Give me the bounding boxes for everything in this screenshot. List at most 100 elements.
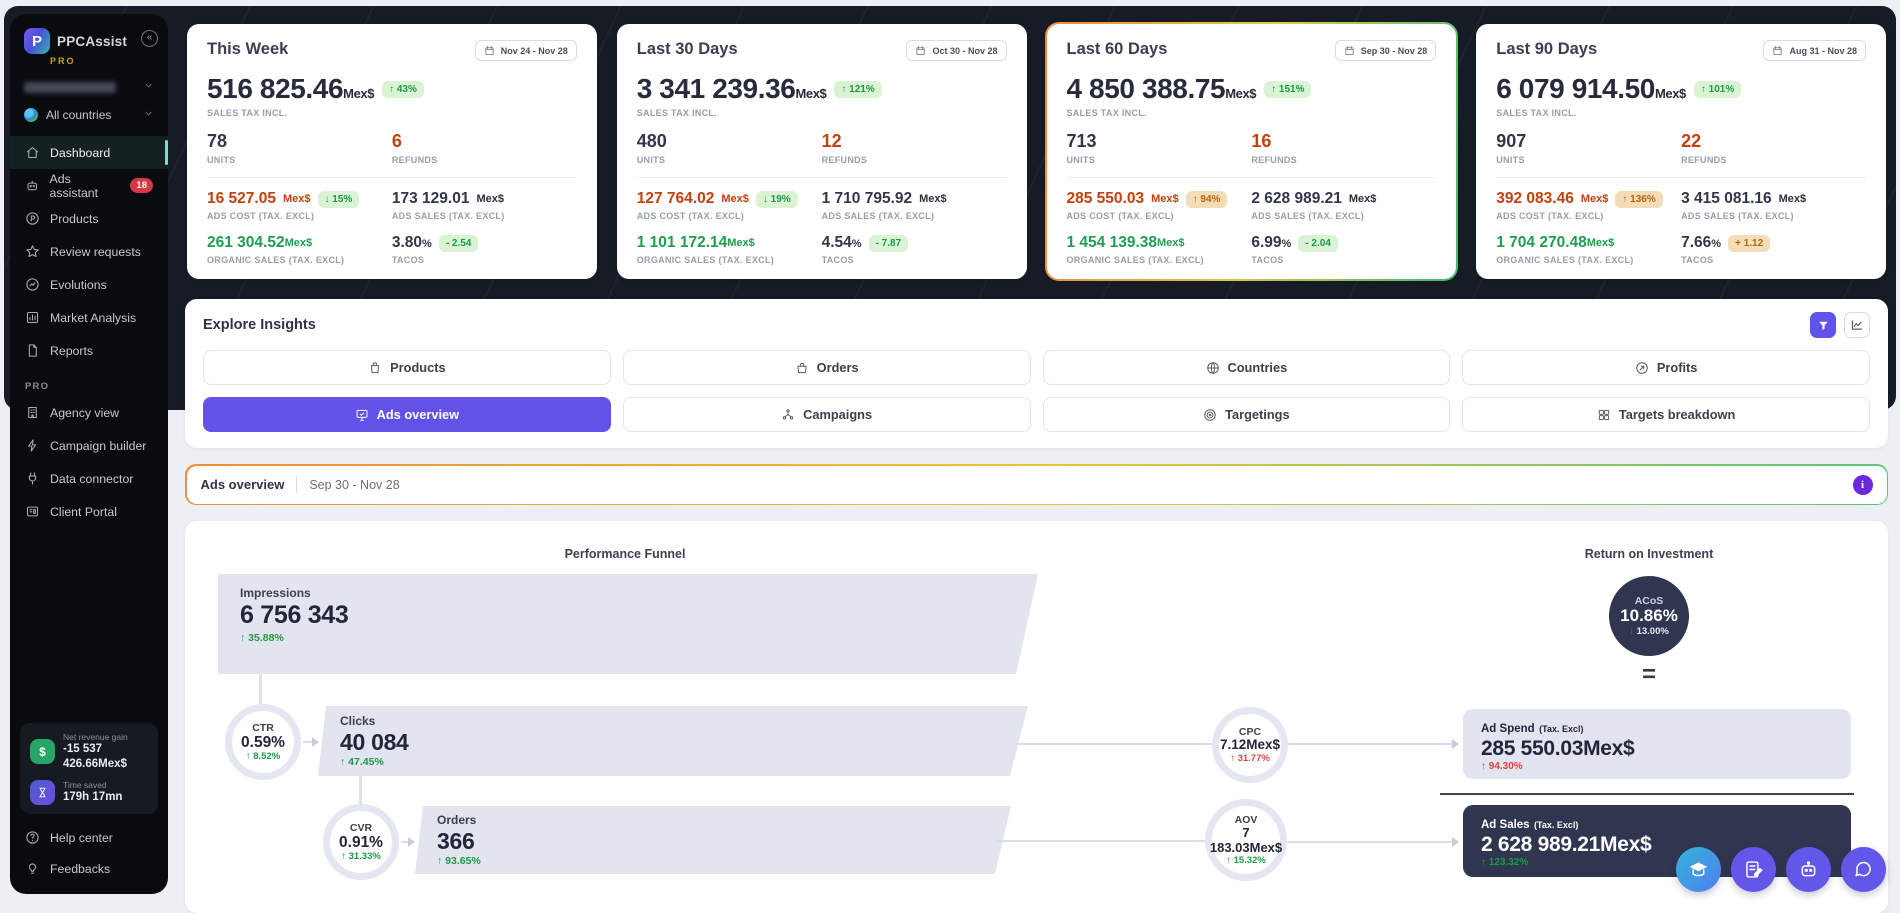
date-range-chip[interactable]: Aug 31 - Nov 28 [1763, 40, 1866, 61]
chat-button[interactable] [1841, 847, 1886, 892]
stat-label: Time saved [63, 780, 107, 791]
sidebar-item-data-connector[interactable]: Data connector [10, 462, 168, 495]
globe-icon [24, 108, 38, 122]
line-chart-icon [1851, 320, 1863, 330]
brand-name: PPCAssist [57, 33, 128, 49]
calendar-icon [1345, 45, 1354, 56]
date-range-chip[interactable]: Nov 24 - Nov 28 [474, 40, 577, 61]
orders-change: ↑ 93.65% [437, 855, 481, 867]
sidebar-item-client-portal[interactable]: Client Portal [10, 495, 168, 528]
summary-card-this-week[interactable]: This Week Nov 24 - Nov 28 516 825.46Mex$… [185, 22, 599, 281]
sidebar-item-reports[interactable]: Reports [10, 334, 168, 367]
organic-sales-label: ORGANIC SALES (TAX. EXCL) [636, 255, 775, 265]
sidebar-item-ads-assistant[interactable]: Ads assistant 18 [10, 169, 168, 202]
units-value: 480 [636, 131, 667, 151]
sidebar-item-feedbacks[interactable]: Feedbacks [10, 853, 168, 884]
calendar-icon [916, 45, 926, 56]
tacos-label: TACOS [1251, 255, 1284, 265]
connector-line [359, 776, 362, 804]
connector-line [997, 840, 1205, 842]
brand-logo-icon: P [24, 28, 50, 54]
chart-view-button[interactable] [1844, 312, 1870, 338]
insight-button-countries[interactable]: Countries [1042, 350, 1451, 385]
organic-sales-label: ORGANIC SALES (TAX. EXCL) [207, 255, 345, 265]
cpc-change: ↑ 31.77% [1230, 752, 1270, 764]
tacos-value: 7.66% [1681, 234, 1722, 251]
acos-change: ↓ ↓ 13.00%13.00% [1629, 625, 1669, 637]
cvr-circle: CVR 0.91% ↑ 31.33% [323, 804, 399, 880]
sidebar-item-agency-view[interactable]: Agency view [10, 396, 168, 429]
chevron-down-icon [143, 80, 154, 94]
units-label: UNITS [636, 155, 666, 165]
ad-sales-label: Ad Sales [1481, 819, 1530, 831]
arrow-right-icon [1452, 837, 1459, 847]
dollar-icon: $ [30, 739, 55, 765]
date-range-chip[interactable]: Oct 30 - Nov 28 [906, 40, 1007, 61]
card-title: Last 90 Days [1496, 40, 1598, 58]
date-range-chip[interactable]: Sep 30 - Nov 28 [1334, 40, 1437, 61]
sidebar-item-dashboard[interactable]: Dashboard [10, 136, 168, 169]
assistant-button[interactable] [1786, 847, 1831, 892]
insight-button-label: Products [390, 360, 446, 375]
insight-button-products[interactable]: Products [203, 350, 611, 385]
network-icon [782, 408, 794, 420]
cpc-value: 7.12Mex$ [1219, 737, 1281, 753]
account-selector[interactable] [10, 80, 168, 94]
ads-cost-change-badge: ↑ 136% [1615, 190, 1663, 208]
aov-label: AOV [1234, 814, 1258, 827]
refunds-value: 12 [821, 131, 842, 151]
summary-card-last-90-days[interactable]: Last 90 Days Aug 31 - Nov 28 6 079 914.5… [1474, 22, 1888, 281]
main-content: This Week Nov 24 - Nov 28 516 825.46Mex$… [185, 0, 1888, 913]
calendar-icon [1773, 45, 1783, 56]
summary-card-last-30-days[interactable]: Last 30 Days Oct 30 - Nov 28 3 341 239.3… [615, 22, 1029, 281]
insight-button-targetings[interactable]: Targetings [1042, 397, 1451, 432]
insight-button-campaigns[interactable]: Campaigns [622, 397, 1031, 432]
file-icon [28, 344, 37, 357]
tacos-value: 4.54% [821, 234, 862, 251]
sales-change-badge: ↑ 101% [1693, 80, 1742, 98]
ctr-change: ↑ 8.52% [245, 751, 281, 763]
ads-cost-value: 127 764.02 [636, 190, 715, 207]
sidebar-item-campaign-builder[interactable]: Campaign builder [10, 429, 168, 462]
collapse-sidebar-button[interactable]: « [141, 30, 158, 47]
insight-button-orders[interactable]: Orders [622, 350, 1031, 385]
ads-overview-bar-title: Ads overview [200, 477, 285, 492]
ads-cost-label: ADS COST (TAX. EXCL) [1496, 211, 1604, 221]
summary-card-last-60-days[interactable]: Last 60 Days Sep 30 - Nov 28 4 850 388.7… [1044, 22, 1459, 281]
refunds-label: REFUNDS [821, 155, 868, 165]
insight-button-label: Targets breakdown [1618, 407, 1736, 422]
sidebar-item-products[interactable]: Products [10, 202, 168, 235]
ads-cost-value: 16 527.05 [207, 190, 276, 207]
academy-button[interactable] [1676, 847, 1721, 892]
card-title: Last 60 Days [1066, 40, 1168, 58]
notes-button[interactable] [1731, 847, 1776, 892]
lightning-icon [28, 439, 37, 452]
explore-insights-section: Explore Insights Products Orders [185, 299, 1888, 448]
country-selector[interactable]: All countries [10, 108, 168, 122]
insight-button-label: Targetings [1225, 407, 1290, 422]
cvr-value: 0.91% [339, 833, 383, 851]
sidebar-item-market-analysis[interactable]: Market Analysis [10, 301, 168, 334]
sidebar-item-review-requests[interactable]: Review requests [10, 235, 168, 268]
sidebar: P PPCAssist « PRO All countries Dashboar… [10, 14, 168, 894]
refunds-label: REFUNDS [1251, 155, 1297, 165]
division-line [1440, 793, 1854, 795]
insight-buttons-grid: Products Orders Countries Profits Ads ov… [203, 350, 1870, 432]
filter-button[interactable] [1810, 312, 1836, 338]
document-pen-icon [1746, 861, 1763, 878]
stat-value: -15 537 426.66Mex$ [63, 743, 127, 770]
insight-button-ads-overview[interactable]: Ads overview [203, 397, 611, 432]
robot-icon [27, 180, 38, 191]
sidebar-item-help-center[interactable]: Help center [10, 822, 168, 853]
refunds-value: 6 [391, 131, 402, 151]
insight-button-targets-breakdown[interactable]: Targets breakdown [1462, 397, 1870, 432]
tacos-change-badge: - 2.54 [438, 234, 479, 252]
arrow-right-icon [408, 837, 415, 847]
insight-button-label: Countries [1227, 360, 1288, 375]
insight-button-profits[interactable]: Profits [1462, 350, 1870, 385]
info-icon[interactable]: i [1852, 474, 1873, 495]
sidebar-item-evolutions[interactable]: Evolutions [10, 268, 168, 301]
units-label: UNITS [207, 155, 236, 165]
orders-block: Orders 366 ↑ 93.65% [415, 806, 1011, 874]
equals-sign: = [1641, 661, 1656, 688]
